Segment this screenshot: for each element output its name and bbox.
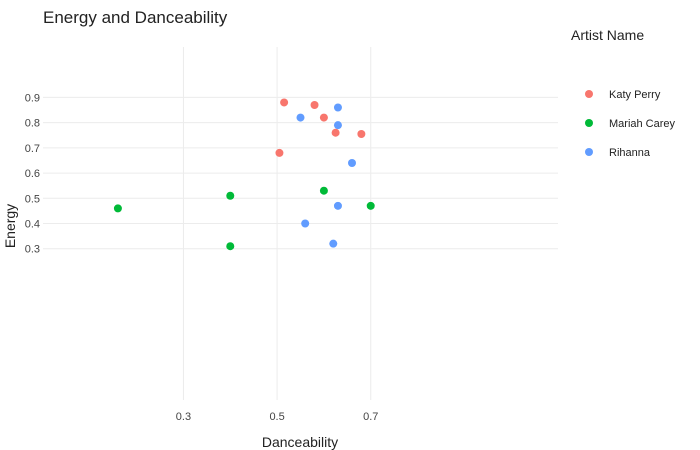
data-point xyxy=(280,98,289,107)
data-point xyxy=(301,219,310,228)
data-point xyxy=(319,113,328,122)
x-tick-label: 0.7 xyxy=(363,411,378,423)
y-axis-ticks: 0.3 0.4 0.5 0.6 0.7 0.8 0.9 xyxy=(25,92,40,255)
data-point xyxy=(113,204,122,213)
data-point xyxy=(310,100,319,109)
grid xyxy=(43,47,558,400)
legend-key xyxy=(585,90,593,98)
data-point xyxy=(226,242,235,251)
data-point xyxy=(329,239,338,248)
data-point xyxy=(357,129,366,138)
y-axis-title: Energy xyxy=(2,204,18,248)
legend-key xyxy=(585,119,593,127)
data-point xyxy=(366,201,375,210)
data-point xyxy=(275,148,284,157)
x-axis-title: Danceability xyxy=(262,434,338,450)
x-tick-label: 0.5 xyxy=(269,411,284,423)
y-tick-label: 0.4 xyxy=(25,219,40,231)
legend-label: Mariah Carey xyxy=(609,118,676,130)
legend-key xyxy=(585,148,593,156)
y-tick-label: 0.9 xyxy=(25,92,40,104)
legend-label: Katy Perry xyxy=(609,89,661,101)
legend-label: Rihanna xyxy=(609,147,651,159)
y-tick-label: 0.5 xyxy=(25,193,40,205)
x-tick-label: 0.3 xyxy=(176,411,191,423)
data-points xyxy=(113,98,375,251)
y-tick-label: 0.6 xyxy=(25,168,40,180)
data-point xyxy=(333,121,342,130)
data-point xyxy=(331,128,340,137)
x-axis-ticks: 0.3 0.5 0.7 xyxy=(176,411,379,423)
y-tick-label: 0.7 xyxy=(25,143,40,155)
chart-title: Energy and Danceability xyxy=(43,8,228,27)
data-point xyxy=(333,103,342,112)
data-point xyxy=(226,191,235,200)
data-point xyxy=(348,158,356,167)
data-point xyxy=(296,113,305,122)
legend-items: Katy Perry Mariah Carey Rihanna xyxy=(585,89,676,159)
y-tick-label: 0.8 xyxy=(25,118,40,130)
data-point xyxy=(333,201,342,210)
legend-title: Artist Name xyxy=(571,27,644,43)
y-tick-label: 0.3 xyxy=(25,244,40,256)
legend: Artist Name Katy Perry Mariah Carey Rihann… xyxy=(571,27,676,159)
data-point xyxy=(319,186,328,195)
